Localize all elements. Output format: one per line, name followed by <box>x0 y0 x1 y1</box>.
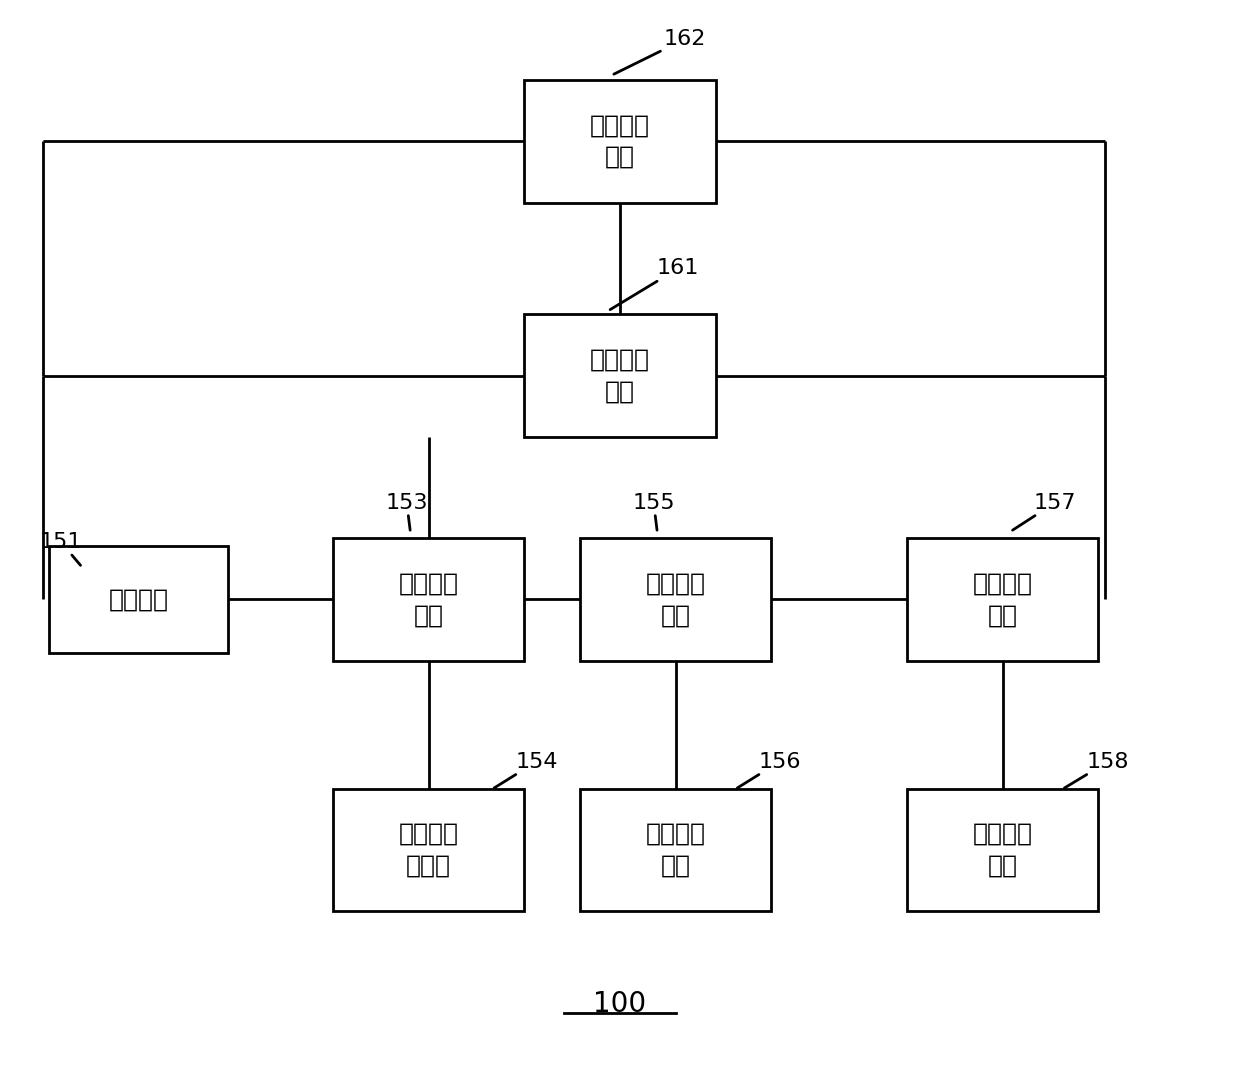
Text: 油后处理
单元: 油后处理 单元 <box>972 823 1033 877</box>
Text: 第一回流
单元: 第一回流 单元 <box>590 348 650 404</box>
Text: 混合单元: 混合单元 <box>109 587 169 612</box>
Bar <box>906 788 1099 911</box>
Text: 第二分离
单元: 第二分离 单元 <box>646 572 706 628</box>
Bar <box>334 538 525 661</box>
Text: 水后处理
单元: 水后处理 单元 <box>646 823 706 877</box>
Bar <box>525 80 715 202</box>
Text: 第一分离
单元: 第一分离 单元 <box>399 572 459 628</box>
Text: 161: 161 <box>610 258 699 310</box>
Text: 157: 157 <box>1013 493 1076 530</box>
Bar <box>334 788 525 911</box>
Text: 100: 100 <box>594 991 646 1019</box>
Bar <box>525 315 715 437</box>
Bar <box>50 546 228 652</box>
Text: 151: 151 <box>40 532 82 565</box>
Text: 第三分离
单元: 第三分离 单元 <box>972 572 1033 628</box>
Bar <box>906 538 1099 661</box>
Text: 154: 154 <box>494 752 558 788</box>
Text: 固体后处
理单元: 固体后处 理单元 <box>399 823 459 877</box>
Text: 155: 155 <box>632 493 675 530</box>
Text: 158: 158 <box>1064 752 1130 788</box>
Bar <box>580 538 771 661</box>
Text: 第二回流
单元: 第二回流 单元 <box>590 114 650 169</box>
Text: 156: 156 <box>738 752 801 788</box>
Text: 153: 153 <box>386 493 428 530</box>
Bar <box>580 788 771 911</box>
Text: 162: 162 <box>614 29 706 74</box>
